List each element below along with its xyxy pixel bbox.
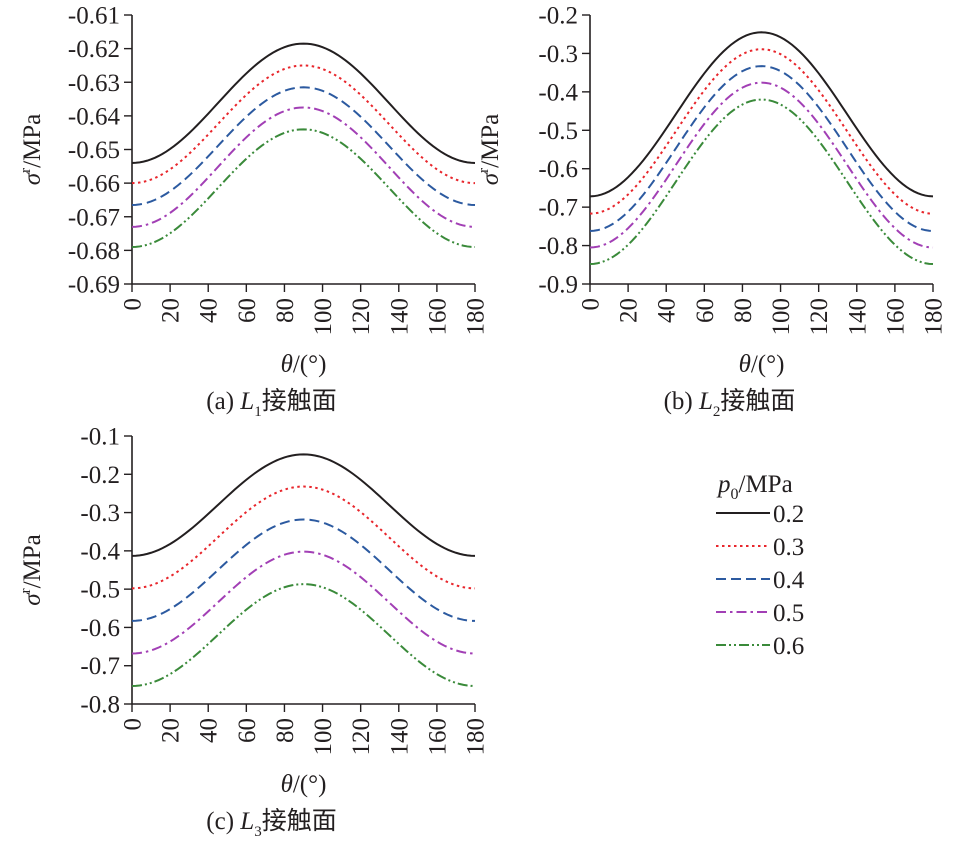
y-tick-label: -0.62 xyxy=(68,36,120,63)
legend-title-symbol: p xyxy=(716,471,731,498)
x-tick-label: 160 xyxy=(424,298,451,336)
legend-title-unit: /MPa xyxy=(739,471,793,498)
series-line-0-4 xyxy=(589,65,934,232)
x-tick-label: 140 xyxy=(844,298,871,336)
y-tick-label: -0.63 xyxy=(68,70,120,97)
y-tick-label: -0.3 xyxy=(538,41,578,68)
x-tick-label: 100 xyxy=(310,298,337,336)
y-tick-label: -0.3 xyxy=(80,500,120,527)
x-tick-label: 180 xyxy=(463,298,490,336)
y-tick-label: -0.9 xyxy=(538,272,578,299)
y-tick-label: -0.66 xyxy=(68,171,120,198)
y-tick-label: -0.5 xyxy=(538,118,578,145)
y-tick-label: -0.4 xyxy=(538,79,578,106)
x-tick-label: 0 xyxy=(120,298,147,311)
series-line-0-2 xyxy=(131,42,476,164)
y-tick-label: -0.2 xyxy=(80,462,120,489)
x-tick-label: 140 xyxy=(386,718,413,756)
x-tick-label: 160 xyxy=(424,718,451,756)
series-line-0-5 xyxy=(131,550,476,655)
series-line-0-5 xyxy=(589,81,934,249)
x-tick-label: 80 xyxy=(272,298,299,323)
x-tick-label: 40 xyxy=(196,718,223,743)
x-tick-label: 40 xyxy=(196,298,223,323)
x-tick-label: 160 xyxy=(882,298,909,336)
y-axis-label: σr/MPa xyxy=(476,114,504,186)
panel-caption: (b) L2接触面 xyxy=(664,387,796,420)
series-line-0-4 xyxy=(131,518,476,622)
series-line-0-5 xyxy=(131,106,476,228)
legend: p0/MPa 0.2 0.3 0.4 0.5 0.6 xyxy=(716,471,805,660)
legend-label: 0.5 xyxy=(773,600,804,627)
x-tick-label: 80 xyxy=(272,718,299,743)
panel-caption: (a) L1接触面 xyxy=(206,387,336,420)
y-tick-label: -0.6 xyxy=(80,615,120,642)
x-tick-label: 120 xyxy=(348,298,375,336)
y-axis-label: σr/MPa xyxy=(18,534,46,606)
x-tick-label: 60 xyxy=(234,298,261,323)
y-tick-label: -0.8 xyxy=(538,233,578,260)
series-line-0-6 xyxy=(131,128,476,249)
series-line-0-6 xyxy=(589,98,934,266)
legend-label: 0.2 xyxy=(773,501,804,528)
chart-panel-c: -0.1 -0.2 -0.3 -0.4 -0.5 -0.6 -0.7 -0.80 20 40 60 8… xyxy=(18,424,490,841)
y-tick-label: -0.7 xyxy=(80,653,120,680)
x-axis-label: θ/(°) xyxy=(739,351,785,378)
x-axis-label: θ/(°) xyxy=(281,351,327,378)
x-tick-label: 0 xyxy=(578,298,605,311)
x-tick-label: 120 xyxy=(348,718,375,756)
x-tick-label: 60 xyxy=(234,718,261,743)
x-tick-label: 180 xyxy=(921,298,948,336)
y-tick-label: -0.7 xyxy=(538,195,578,222)
x-tick-label: 0 xyxy=(120,718,147,731)
series-line-0-3 xyxy=(131,485,476,590)
y-tick-label: -0.61 xyxy=(68,3,120,30)
y-tick-label: -0.8 xyxy=(80,692,120,719)
x-tick-label: 80 xyxy=(730,298,757,323)
series-line-0-4 xyxy=(131,86,476,206)
x-tick-label: 20 xyxy=(158,298,185,323)
series-line-0-2 xyxy=(131,453,476,557)
y-tick-label: -0.5 xyxy=(80,577,120,604)
x-tick-label: 60 xyxy=(692,298,719,323)
x-axis-label: θ/(°) xyxy=(281,771,327,798)
series-line-0-3 xyxy=(131,64,476,185)
y-tick-label: -0.68 xyxy=(68,238,120,265)
x-tick-label: 40 xyxy=(654,298,681,323)
panel-caption: (c) L3接触面 xyxy=(206,807,336,840)
y-tick-label: -0.2 xyxy=(538,3,578,30)
y-tick-label: -0.67 xyxy=(68,204,120,231)
y-tick-label: -0.65 xyxy=(68,137,120,164)
x-tick-label: 180 xyxy=(463,718,490,756)
x-tick-label: 140 xyxy=(386,298,413,336)
y-tick-label: -0.6 xyxy=(538,156,578,183)
x-tick-label: 20 xyxy=(616,298,643,323)
legend-label: 0.4 xyxy=(773,567,805,594)
chart-panel-a: -0.61 -0.62 -0.63 -0.64 -0.65 -0.66 -0.67 -0.68… xyxy=(18,3,490,421)
x-tick-label: 120 xyxy=(806,298,833,336)
legend-label: 0.6 xyxy=(773,633,804,660)
chart-panel-b: -0.2 -0.3 -0.4 -0.5 -0.6 -0.7 -0.8 -0.90 20 40 60 8… xyxy=(476,3,948,421)
x-tick-label: 100 xyxy=(310,718,337,756)
legend-title: p0/MPa xyxy=(716,471,793,503)
legend-label: 0.3 xyxy=(773,534,804,561)
x-tick-label: 20 xyxy=(158,718,185,743)
y-tick-label: -0.1 xyxy=(80,424,120,451)
series-line-0-3 xyxy=(589,48,934,215)
series-line-0-2 xyxy=(589,31,934,198)
y-tick-label: -0.4 xyxy=(80,538,120,565)
y-tick-label: -0.69 xyxy=(68,272,120,299)
y-tick-label: -0.64 xyxy=(68,103,121,130)
x-tick-label: 100 xyxy=(768,298,795,336)
legend-title-subscript: 0 xyxy=(731,486,739,503)
y-axis-label: σr/MPa xyxy=(18,114,46,186)
